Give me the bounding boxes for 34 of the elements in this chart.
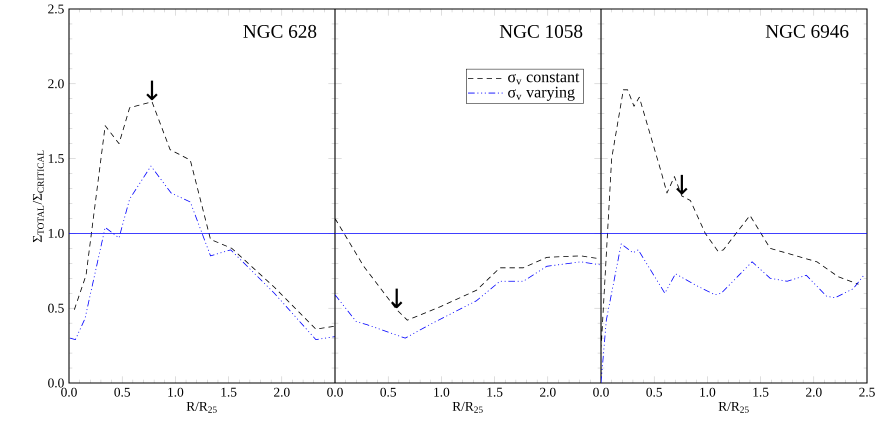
x-tick-label: 1.5: [221, 388, 236, 397]
y-axis-title: Σ$_{TOTAL}$/Σ$_{CRITICAL}$: [32, 150, 44, 242]
x-tick-label: 2.0: [274, 388, 290, 397]
x-tick-label: 2.5: [859, 388, 875, 397]
text: NGC 6946: [766, 24, 848, 38]
x-axis-title: R/R$_{25}$: [718, 402, 749, 413]
y-tick-label: 1.0: [48, 228, 64, 238]
x-tick-label: 0.0: [327, 388, 343, 397]
x-tick-label: 1.0: [168, 388, 184, 397]
y-tick-label: 2.5: [48, 4, 64, 14]
x-tick-label: 0.0: [61, 388, 77, 397]
x-tick-label: 0.5: [380, 388, 396, 397]
annotation: ↓: [676, 174, 688, 194]
x-axis-title: R/R$_{25}$: [452, 402, 483, 413]
x-tick-label: 1.5: [753, 388, 768, 397]
x-tick-label: 2.0: [806, 388, 822, 397]
annotation: ↓: [146, 80, 158, 100]
text: NGC 1058: [500, 24, 582, 38]
x-tick-label: 1.5: [487, 388, 502, 397]
y-tick-label: 0.5: [48, 304, 64, 313]
x-axis-title: R/R$_{25}$: [186, 402, 217, 413]
legend-label: σ$_{v}$ constant: [508, 73, 580, 85]
y-tick-label: 2.0: [48, 79, 64, 88]
annotation: ↓: [391, 288, 402, 308]
x-tick-label: 1.0: [434, 388, 450, 397]
text: NGC 628: [243, 24, 316, 38]
x-tick-label: 1.0: [700, 388, 716, 397]
legend-label: σ$_{v}$ varying: [508, 86, 575, 101]
x-tick-label: 2.0: [540, 388, 556, 397]
y-tick-label: 1.5: [48, 154, 64, 164]
y-tick-label: 0.0: [48, 378, 64, 388]
x-tick-label: 0.5: [114, 388, 130, 397]
x-tick-label: 0.0: [593, 388, 609, 397]
x-tick-label: 0.5: [646, 388, 662, 397]
